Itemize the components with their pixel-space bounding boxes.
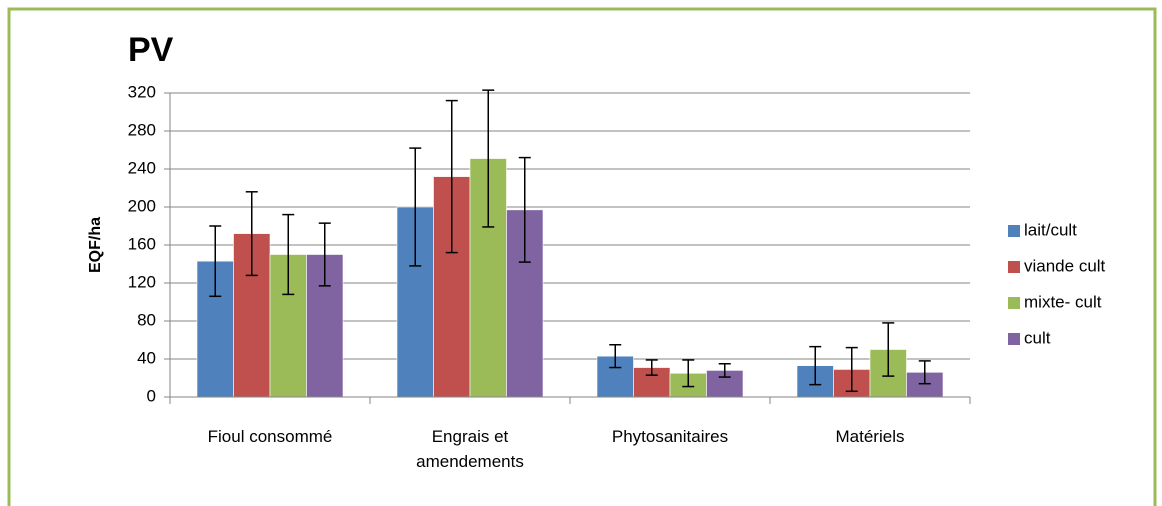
- legend-swatch: [1008, 225, 1020, 237]
- error-bar: [918, 360, 931, 385]
- y-tick-label: 40: [137, 348, 156, 367]
- y-tick-label: 320: [128, 82, 156, 101]
- chart-frame: [7, 7, 1157, 506]
- error-bar: [809, 345, 822, 386]
- error-bar: [518, 156, 531, 263]
- y-tick-label: 160: [128, 234, 156, 253]
- error-bar: [318, 222, 331, 287]
- y-tick-label: 280: [128, 120, 156, 139]
- error-bar: [445, 99, 458, 254]
- legend-swatch: [1008, 297, 1020, 309]
- x-tick-label: Engrais et amendements: [416, 427, 524, 471]
- error-bar: [245, 191, 258, 277]
- error-bar: [882, 322, 895, 377]
- y-tick-label: 240: [128, 158, 156, 177]
- y-axis-label: EQF/ha: [87, 217, 104, 273]
- y-tick-label: 120: [128, 272, 156, 291]
- y-tick-label: 0: [147, 386, 156, 405]
- x-tick-label: Fioul consommé: [208, 427, 333, 446]
- legend-label: lait/cult: [1024, 220, 1077, 239]
- error-bar: [645, 359, 658, 376]
- error-bar: [482, 89, 495, 228]
- legend-swatch: [1008, 261, 1020, 273]
- error-bar: [609, 344, 622, 369]
- error-bar: [409, 147, 422, 267]
- legend-label: mixte- cult: [1024, 292, 1102, 311]
- error-bar: [718, 363, 731, 378]
- error-bar: [845, 346, 858, 393]
- x-tick-label: Phytosanitaires: [612, 427, 728, 446]
- legend-label: viande cult: [1024, 256, 1106, 275]
- error-bar: [282, 213, 295, 296]
- y-tick-label: 200: [128, 196, 156, 215]
- x-tick-label: Matériels: [836, 427, 905, 446]
- y-tick-label: 80: [137, 310, 156, 329]
- error-bar: [209, 225, 222, 298]
- legend-swatch: [1008, 333, 1020, 345]
- chart-title: PV: [128, 31, 174, 69]
- error-bar: [682, 359, 695, 388]
- legend-label: cult: [1024, 328, 1051, 347]
